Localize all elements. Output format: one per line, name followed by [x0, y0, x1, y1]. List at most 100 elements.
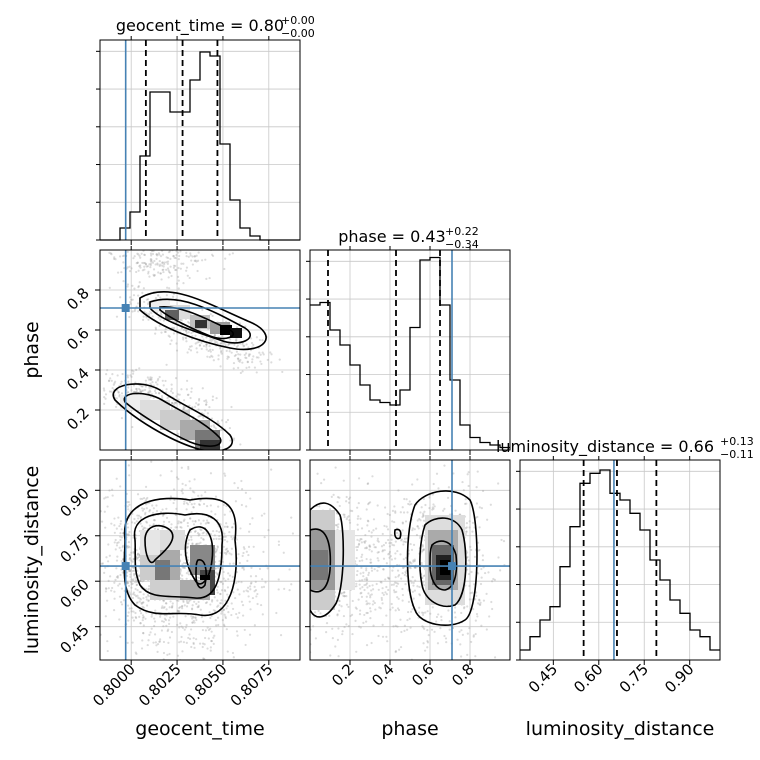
scatter-point	[392, 625, 395, 628]
scatter-point	[290, 516, 293, 519]
scatter-point	[462, 607, 466, 610]
scatter-point	[475, 485, 478, 489]
scatter-point	[156, 247, 158, 249]
scatter-point	[237, 357, 240, 360]
scatter-point	[443, 464, 446, 467]
scatter-point	[334, 466, 337, 469]
scatter-point	[191, 542, 194, 545]
scatter-point	[117, 584, 120, 587]
scatter-point	[205, 505, 209, 508]
scatter-point	[493, 656, 497, 659]
scatter-point	[145, 312, 148, 315]
scatter-point	[428, 506, 431, 510]
scatter-point	[174, 256, 177, 260]
scatter-point	[281, 575, 283, 577]
scatter-point	[220, 428, 223, 432]
scatter-point	[253, 366, 257, 369]
scatter-point	[261, 613, 264, 616]
scatter-point	[188, 600, 191, 603]
scatter-point	[141, 601, 144, 604]
scatter-point	[182, 599, 185, 602]
scatter-point	[165, 516, 169, 519]
scatter-point	[343, 513, 346, 517]
density-cell	[180, 580, 210, 600]
scatter-point	[122, 261, 125, 264]
ax-0-0-grid	[100, 40, 300, 240]
contour-level-4	[123, 392, 222, 447]
scatter-point	[387, 553, 390, 556]
scatter-point	[118, 595, 122, 598]
scatter-point	[236, 634, 239, 637]
scatter-point	[331, 627, 334, 630]
scatter-point	[361, 553, 364, 556]
scatter-point	[246, 360, 249, 364]
scatter-point	[207, 628, 211, 632]
scatter-point	[146, 593, 150, 597]
scatter-point	[157, 316, 160, 319]
scatter-point	[209, 348, 212, 351]
scatter-point	[180, 262, 183, 265]
scatter-point	[162, 268, 165, 271]
scatter-point	[345, 500, 348, 503]
scatter-point	[342, 513, 345, 516]
scatter-point	[487, 571, 490, 574]
scatter-point	[466, 605, 469, 608]
scatter-point	[183, 406, 186, 409]
scatter-point	[359, 609, 362, 612]
scatter-point	[167, 628, 170, 631]
hist-bar	[640, 530, 650, 660]
scatter-point	[188, 345, 192, 348]
scatter-point	[470, 548, 473, 552]
scatter-point	[131, 579, 134, 582]
scatter-point	[471, 591, 474, 594]
scatter-point	[150, 254, 153, 257]
hist-bar	[380, 403, 390, 451]
scatter-point	[364, 533, 367, 537]
scatter-point	[207, 637, 210, 640]
scatter-point	[500, 538, 503, 542]
scatter-point	[362, 571, 365, 574]
hist-bar	[660, 580, 670, 660]
scatter-point	[431, 606, 434, 609]
scatter-point	[159, 615, 162, 618]
scatter-point	[245, 589, 248, 592]
scatter-point	[465, 522, 469, 525]
scatter-point	[479, 582, 483, 586]
scatter-point	[144, 527, 147, 530]
scatter-point	[142, 606, 145, 609]
hist-step-phase	[310, 256, 510, 449]
scatter-point	[390, 602, 393, 606]
scatter-point	[421, 515, 424, 519]
scatter-point	[115, 576, 119, 579]
scatter-point	[202, 538, 205, 541]
scatter-point	[138, 367, 141, 370]
scatter-point	[259, 522, 261, 524]
scatter-point	[139, 609, 142, 612]
scatter-point	[271, 604, 273, 606]
scatter-point	[289, 606, 291, 608]
scatter-point	[463, 606, 466, 609]
scatter-point	[139, 515, 142, 519]
scatter-point	[341, 630, 344, 633]
scatter-point	[242, 546, 245, 549]
scatter-point	[158, 375, 161, 379]
scatter-point	[191, 608, 194, 611]
scatter-point	[422, 548, 425, 552]
scatter-point	[151, 261, 155, 264]
scatter-point	[266, 593, 268, 595]
scatter-point	[145, 604, 149, 607]
scatter-point	[306, 500, 308, 502]
scatter-point	[336, 614, 339, 617]
scatter-point	[137, 310, 140, 313]
scatter-point	[218, 534, 221, 538]
scatter-point	[261, 578, 264, 581]
scatter-point	[201, 335, 204, 338]
scatter-point	[136, 493, 140, 496]
scatter-point	[207, 349, 210, 353]
scatter-point	[279, 634, 283, 637]
hist-bar	[470, 438, 480, 451]
scatter-point	[369, 607, 372, 610]
scatter-point	[382, 544, 385, 547]
scatter-point	[168, 652, 171, 656]
scatter-point	[402, 558, 405, 561]
